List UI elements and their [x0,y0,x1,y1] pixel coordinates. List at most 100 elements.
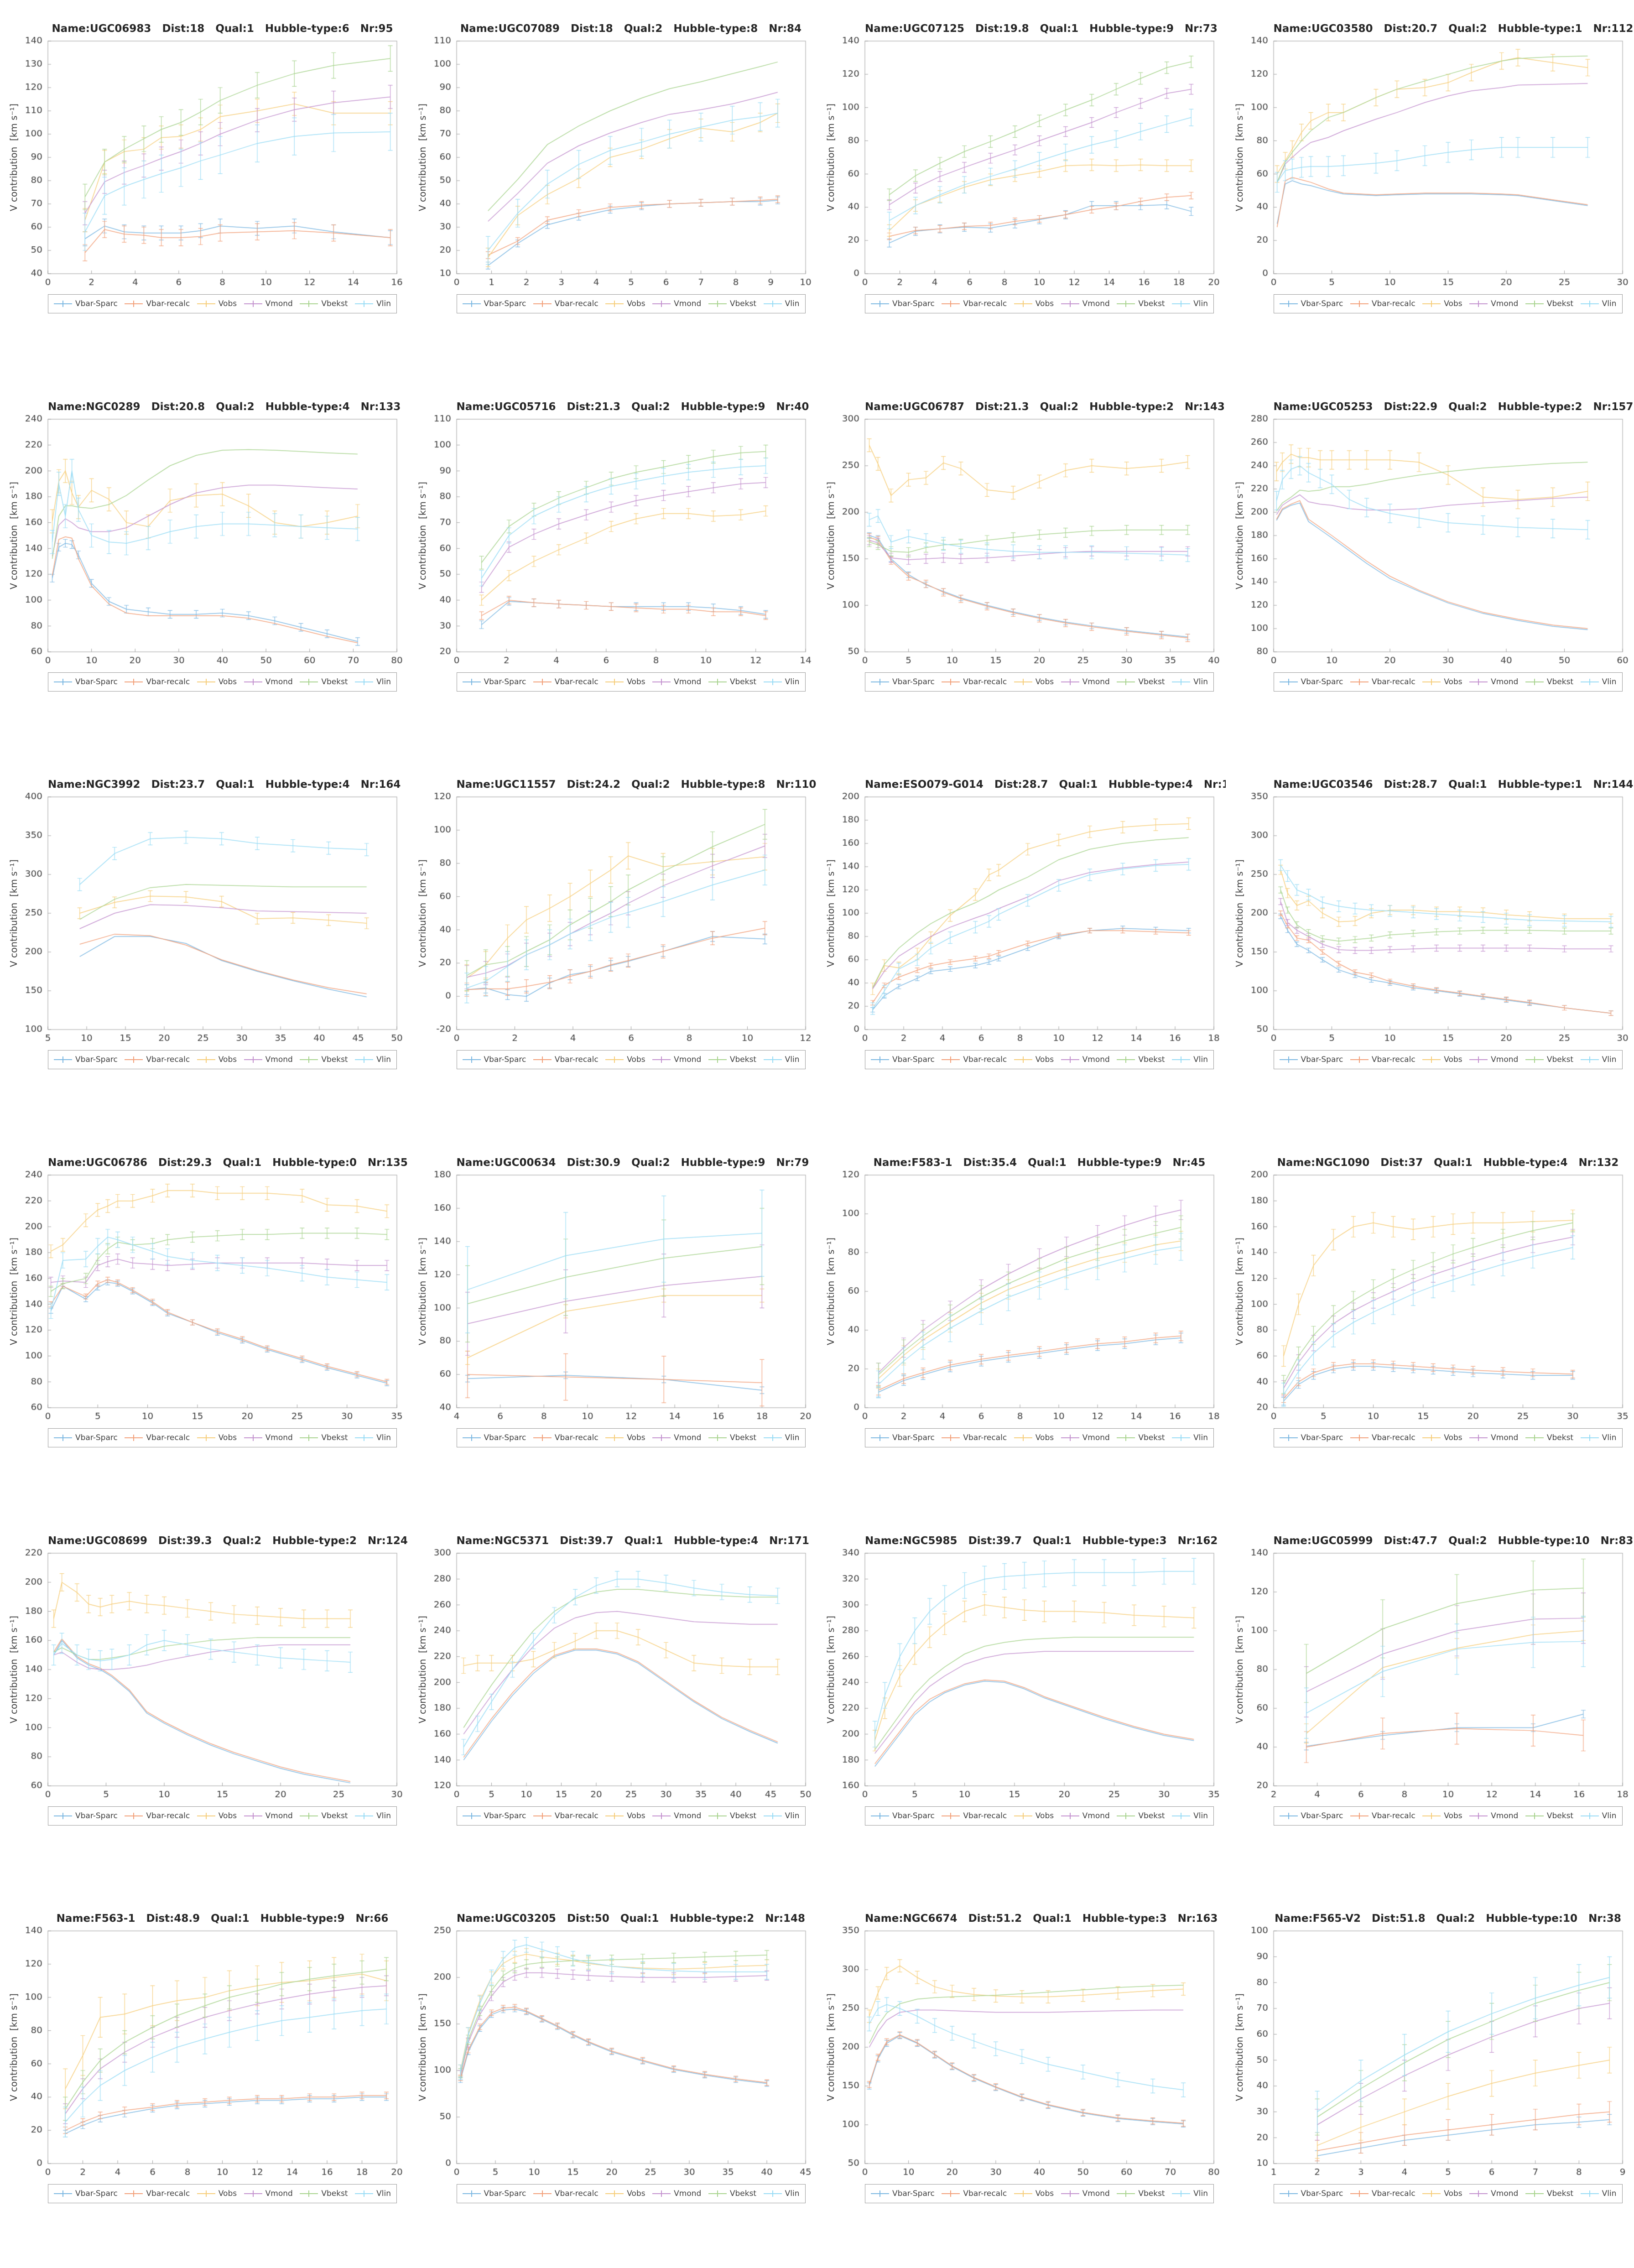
legend-entry: Vbekst [1525,299,1573,308]
chart-canvas [817,1512,1226,1890]
legend-entry: Vbar-recalc [533,2189,598,2198]
y-axis-label: V contribution [km s⁻¹] [8,859,19,968]
legend-label: Vbar-recalc [1371,677,1415,687]
legend-entry: Vbar-recalc [125,1055,190,1064]
errorbar-sample-icon [1061,2190,1079,2197]
errorbar-sample-icon [1172,2190,1191,2197]
subplot-UGC08699: Name:UGC08699 Dist:39.3 Qual:2 Hubble-ty… [0,1512,409,1890]
legend-entry: Vbar-recalc [1350,1433,1415,1442]
errorbar-sample-icon [1422,301,1441,307]
legend-entry: Vbar-Sparc [54,1811,118,1821]
errorbar-sample-icon [1117,1812,1135,1819]
errorbar-sample-icon [1580,301,1599,307]
legend-entry: Vlin [1172,1811,1208,1821]
errorbar-sample-icon [244,301,262,307]
legend-entry: Vbar-Sparc [54,677,118,687]
y-axis-label: V contribution [km s⁻¹] [1233,1615,1245,1723]
legend-entry: Vlin [1172,1433,1208,1442]
y-axis-label: V contribution [km s⁻¹] [1233,1237,1245,1345]
chart-canvas [817,1890,1226,2268]
legend-entry: Vbekst [300,677,348,687]
errorbar-sample-icon [355,301,374,307]
errorbar-sample-icon [355,1056,374,1063]
errorbar-sample-icon [942,2190,960,2197]
legend-entry: Vobs [1422,1433,1462,1442]
errorbar-sample-icon [652,1434,671,1441]
legend-label: Vlin [1193,2189,1208,2199]
legend-entry: Vbekst [708,2189,756,2198]
legend-entry: Vbar-recalc [942,1811,1007,1821]
legend-entry: Vobs [605,677,645,687]
plot-title: Name:F563-1 Dist:48.9 Qual:1 Hubble-type… [56,1913,389,1925]
errorbar-sample-icon [763,1056,782,1063]
errorbar-sample-icon [355,2190,374,2197]
legend-entry: Vobs [1422,2189,1462,2198]
legend-label: Vlin [1193,1433,1208,1442]
legend-label: Vbar-Sparc [892,299,935,308]
legend-label: Vmond [1082,1055,1110,1065]
legend-entry: Vbar-recalc [125,1811,190,1821]
y-axis-label: V contribution [km s⁻¹] [416,1615,428,1723]
legend-entry: Vobs [1014,2189,1054,2198]
errorbar-sample-icon [1422,678,1441,685]
errorbar-sample-icon [1469,1056,1488,1063]
errorbar-sample-icon [244,2190,262,2197]
errorbar-sample-icon [1580,1056,1599,1063]
legend-label: Vbar-Sparc [75,299,118,308]
legend-label: Vbekst [729,1055,757,1065]
legend-label: Vmond [265,2189,293,2199]
errorbar-sample-icon [1279,678,1298,685]
legend-label: Vbar-Sparc [892,2189,935,2199]
legend-label: Vbar-recalc [963,1055,1007,1065]
legend-label: Vbekst [729,1433,757,1442]
errorbar-sample-icon [1172,1434,1191,1441]
subplot-F583-1: Name:F583-1 Dist:35.4 Qual:1 Hubble-type… [817,1134,1226,1512]
errorbar-sample-icon [244,1434,262,1441]
errorbar-sample-icon [605,2190,624,2197]
errorbar-sample-icon [244,1056,262,1063]
legend-label: Vbekst [321,2189,348,2199]
plot-title: Name:ESO079-G014 Dist:28.7 Qual:1 Hubble… [865,779,1226,791]
errorbar-sample-icon [1350,1812,1369,1819]
y-axis-label: V contribution [km s⁻¹] [825,1993,836,2102]
errorbar-sample-icon [533,2190,552,2197]
legend-entry: Vlin [1172,1055,1208,1064]
y-axis-label: V contribution [km s⁻¹] [8,1615,19,1723]
errorbar-sample-icon [355,678,374,685]
legend-entry: Vmond [244,299,293,308]
legend-label: Vobs [1035,2189,1054,2199]
legend-label: Vbar-recalc [1371,1055,1415,1065]
legend-entry: Vmond [244,1055,293,1064]
plot-title: Name:UGC08699 Dist:39.3 Qual:2 Hubble-ty… [48,1535,408,1547]
legend-label: Vbekst [1138,2189,1165,2199]
y-axis-label: V contribution [km s⁻¹] [825,104,836,211]
errorbar-sample-icon [605,1434,624,1441]
errorbar-sample-icon [1117,1434,1135,1441]
legend-entry: Vbar-Sparc [462,2189,526,2198]
errorbar-sample-icon [1525,1434,1544,1441]
legend-label: Vbar-recalc [146,299,190,308]
legend-entry: Vbar-Sparc [462,1055,526,1064]
subplot-NGC0289: Name:NGC0289 Dist:20.8 Qual:2 Hubble-typ… [0,378,409,756]
errorbar-sample-icon [1061,1434,1079,1441]
errorbar-sample-icon [533,1434,552,1441]
y-axis-label: V contribution [km s⁻¹] [8,104,19,211]
legend-entry: Vbar-Sparc [1279,299,1343,308]
legend: Vbar-Sparc Vbar-recalc Vobs Vmond Vbekst Vlin [1273,294,1623,313]
y-axis-label: V contribution [km s⁻¹] [416,859,428,968]
legend-label: Vobs [1444,2189,1462,2199]
legend-entry: Vbar-Sparc [1279,2189,1343,2198]
errorbar-sample-icon [1350,678,1369,685]
legend-entry: Vbar-Sparc [871,1433,935,1442]
legend-label: Vobs [1035,1811,1054,1821]
chart-canvas [0,1512,409,1890]
legend-label: Vobs [1035,1055,1054,1065]
legend-label: Vlin [1602,677,1617,687]
legend-entry: Vlin [1580,677,1617,687]
legend-label: Vbekst [729,2189,757,2199]
errorbar-sample-icon [1279,301,1298,307]
errorbar-sample-icon [942,678,960,685]
errorbar-sample-icon [652,678,671,685]
chart-canvas [0,1134,409,1512]
legend-label: Vbar-recalc [146,2189,190,2199]
